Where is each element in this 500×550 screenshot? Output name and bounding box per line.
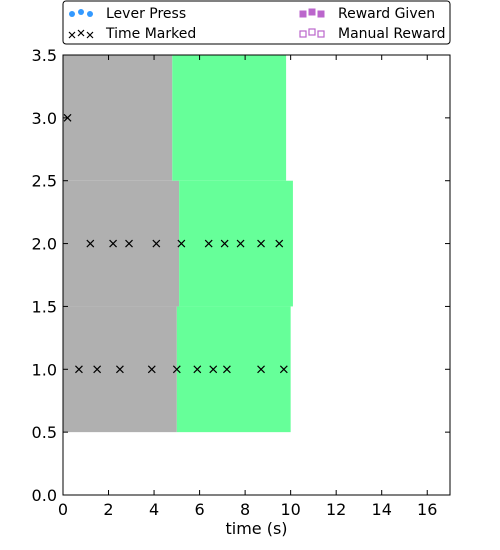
x-tick-label: 0 [58,500,68,519]
legend-marker [308,8,316,16]
plot-frame [62,54,451,496]
legend-marker [68,31,76,39]
time-marked-point [177,239,186,248]
time-marked-point [115,365,124,374]
time-marked-point [236,239,245,248]
legend-marker [77,29,85,37]
green-band-row-2 [179,180,293,307]
x-axis-label: time (s) [225,519,287,538]
time-marked-point [222,365,231,374]
legend-entry: Reward Given [299,6,435,22]
y-tick-label: 3.0 [32,109,57,128]
legend-marker [317,30,325,38]
legend-marker [308,28,316,36]
time-marked-point [193,365,202,374]
y-tick-label: 3.5 [32,46,57,65]
time-marked-point [257,365,265,374]
legend-label: Time Marked [105,26,196,42]
legend-label: Lever Press [106,6,186,22]
legend-box [62,0,451,45]
legend: Lever Press Time Marked Reward Given Manual… [62,0,451,45]
green-band-row-3 [172,55,287,181]
time-marked-point [257,239,265,248]
legend-marker [317,10,325,18]
legend-marker [78,9,84,15]
time-marked-point [109,239,118,248]
legend-marker [299,30,307,38]
x-tick-label: 8 [240,500,250,519]
time-marked-point [279,365,288,374]
x-tick-label: 14 [372,500,392,519]
time-marked-points [63,113,288,374]
y-tick-label: 0.5 [32,423,57,442]
time-marked-point [147,365,156,374]
time-marked-point [93,365,102,374]
legend-label: Reward Given [338,6,435,22]
legend-marker [86,31,94,39]
x-tick-label: 6 [194,500,204,519]
time-marked-point [86,239,95,248]
legend-marker [299,10,307,18]
gray-band-row-3 [63,55,173,181]
x-tick-label: 16 [417,500,437,519]
time-marked-point [220,239,229,248]
y-tick-label: 0.0 [32,486,57,505]
time-marked-point [172,365,181,374]
axis-ticks: 0 2 4 6 8 10 12 14 16 0.0 0.5 1.0 1.5 2.0 2.5 3.0 3.5 [32,46,450,519]
x-tick-label: 10 [280,500,300,519]
y-tick-label: 1.0 [32,360,57,379]
legend-entry: Time Marked [68,26,196,42]
gray-band-row-2 [63,180,180,307]
time-marked-point [125,239,133,248]
time-marked-point [209,365,218,374]
y-tick-label: 2.0 [32,235,57,254]
legend-marker [69,11,75,17]
x-tick-label: 12 [326,500,346,519]
legend-label: Manual Reward [338,26,445,42]
background-bands [63,55,293,433]
green-band-row-1 [176,306,291,433]
legend-marker [87,11,93,17]
legend-entry: Manual Reward [299,26,445,42]
x-tick-label: 4 [149,500,159,519]
y-tick-label: 1.5 [32,297,57,316]
time-marked-point [204,239,213,248]
x-tick-label: 2 [103,500,113,519]
legend-entry: Lever Press [69,6,186,22]
time-marked-point [152,239,161,248]
time-marked-point [275,239,284,248]
y-tick-label: 2.5 [32,172,57,191]
time-marked-point [75,365,83,374]
